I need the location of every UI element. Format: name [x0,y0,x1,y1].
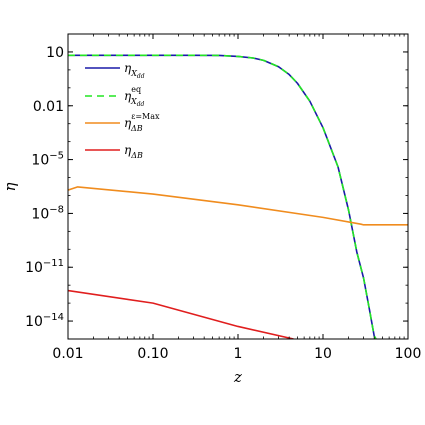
x-tick-label: 100 [395,346,422,362]
plot-area [68,34,408,339]
x-tick-label: 1 [234,346,243,362]
y-tick-label: 0.01 [33,99,64,115]
series-line-2 [68,186,408,226]
y-tick-label: 10−14 [25,312,64,330]
series-line-1 [68,54,377,339]
y-tick-label: 10−8 [31,204,64,222]
legend-label-1: ηeq Xdd [124,85,145,108]
y-tick-label: 10−11 [25,258,64,276]
y-axis-label: η [1,183,19,192]
x-tick-label: 0.01 [52,346,83,362]
legend-label-3: ηΔB [124,143,143,160]
x-axis-label: z [233,368,242,386]
series-line-3 [68,289,294,339]
y-tick-label: 10−5 [31,151,64,169]
y-tick-label: 10 [46,45,64,61]
legend-label-0: ηXdd [124,61,145,80]
x-tick-label: 10 [314,346,332,362]
x-tick-label: 0.10 [137,346,168,362]
legend-label-2: ηε=Max ΔB [124,112,160,133]
